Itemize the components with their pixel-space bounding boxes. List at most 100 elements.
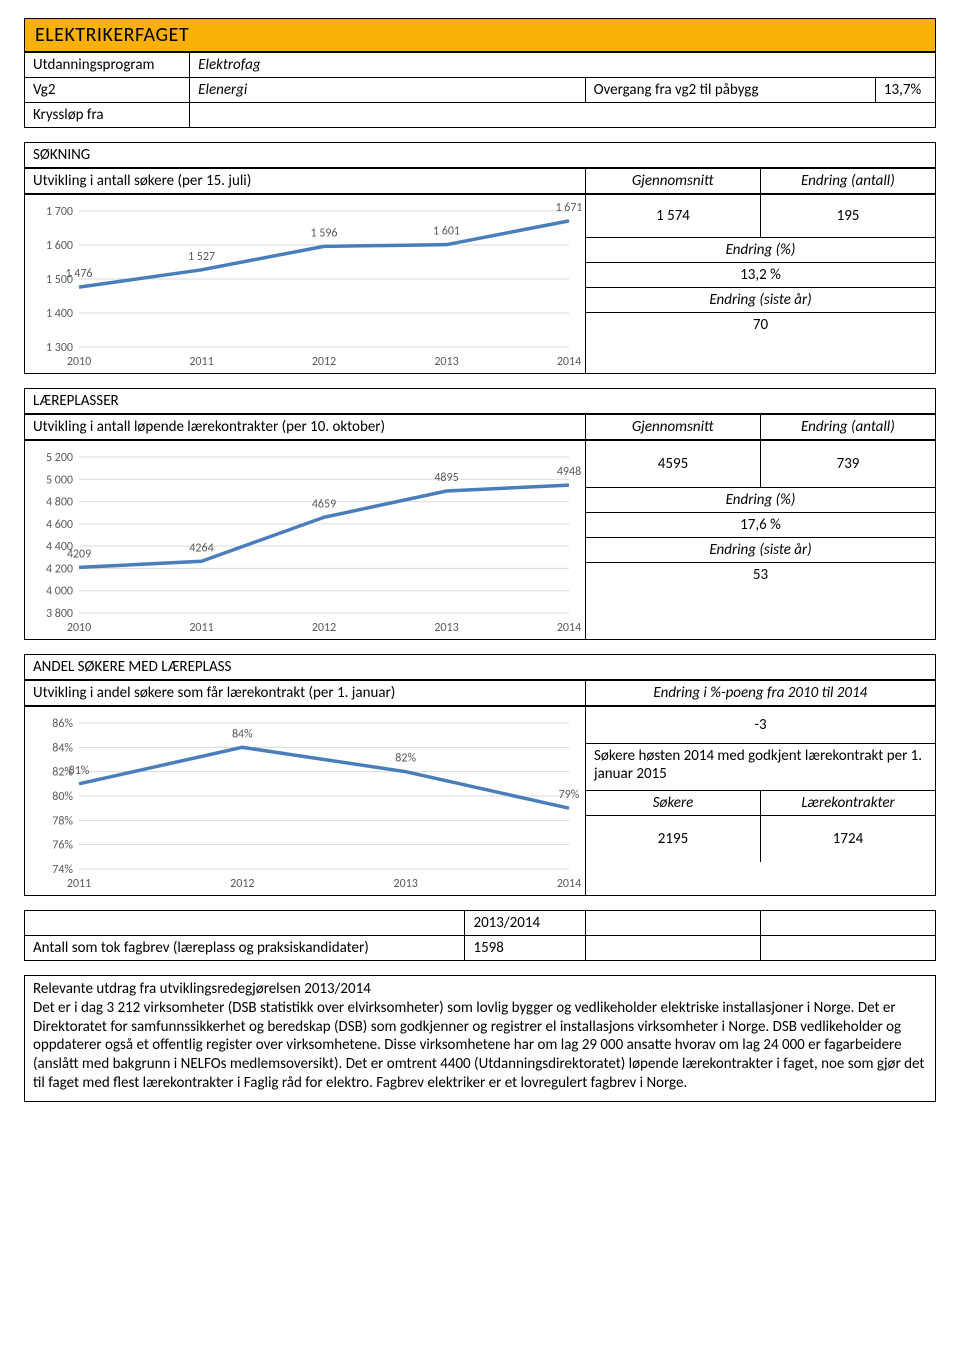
info-table: Utdanningsprogram Elektrofag Vg2 Elenerg… (24, 52, 936, 128)
svg-text:78%: 78% (52, 814, 73, 828)
andel-lk-label: Lærekontrakter (761, 791, 936, 816)
svg-text:81%: 81% (69, 764, 90, 778)
lareplasser-epct-val: 17,6 % (586, 512, 935, 537)
svg-text:1 476: 1 476 (65, 267, 92, 281)
utdrag-heading: Relevante utdrag fra utviklingsredegjøre… (33, 980, 927, 999)
svg-text:82%: 82% (395, 752, 416, 766)
lareplasser-chart-cell: 3 8004 0004 2004 4004 6004 8005 0005 200… (25, 441, 586, 640)
svg-text:2012: 2012 (312, 355, 336, 369)
sokning-gj-val: 1 574 (586, 195, 761, 237)
svg-text:4 600: 4 600 (46, 518, 73, 532)
lareplasser-esy-label: Endring (siste år) (586, 537, 935, 562)
svg-text:4659: 4659 (312, 497, 336, 511)
lareplasser-row: 3 8004 0004 2004 4004 6004 8005 0005 200… (24, 440, 936, 640)
lareplasser-gj-val: 4595 (586, 441, 761, 487)
svg-text:1 300: 1 300 (46, 341, 73, 355)
utdanningsprogram-label: Utdanningsprogram (25, 53, 190, 78)
fagbrev-label: Antall som tok fagbrev (læreplass og pra… (25, 936, 465, 961)
svg-text:84%: 84% (232, 727, 253, 741)
svg-text:1 400: 1 400 (46, 307, 73, 321)
lareplasser-esy-val: 53 (586, 562, 935, 587)
krysslop-value (190, 103, 936, 128)
svg-text:1 527: 1 527 (188, 250, 215, 264)
svg-text:2010: 2010 (67, 355, 91, 369)
svg-text:2013: 2013 (434, 621, 458, 635)
svg-text:4264: 4264 (189, 541, 213, 555)
svg-text:2014: 2014 (557, 355, 581, 369)
andel-sokere-label: Søkere (586, 791, 761, 816)
lareplasser-epct-label: Endring (%) (586, 487, 935, 512)
svg-text:2012: 2012 (312, 621, 336, 635)
andel-chart: 74% 76% 78% 80% 82% 84% 86% 2011 2012 2013 2014 81%… (29, 713, 581, 893)
svg-text:84%: 84% (52, 741, 73, 755)
svg-text:2014: 2014 (557, 621, 581, 635)
svg-text:2013: 2013 (394, 877, 418, 891)
sokning-gj-label: Gjennomsnitt (585, 169, 760, 194)
svg-text:4209: 4209 (67, 547, 91, 561)
andel-diff-val: -3 (586, 707, 935, 743)
andel-title: ANDEL SØKERE MED LÆREPLASS (24, 654, 936, 680)
andel-subtitle: Utvikling i andel søkere som får lærekon… (25, 681, 586, 706)
page-title-band: ELEKTRIKERFAGET (24, 18, 936, 52)
page-title: ELEKTRIKERFAGET (35, 23, 189, 47)
sokning-subtitle: Utvikling i antall søkere (per 15. juli) (25, 169, 586, 194)
svg-text:5 000: 5 000 (46, 473, 73, 487)
svg-text:1 700: 1 700 (46, 205, 73, 219)
svg-text:4948: 4948 (557, 465, 581, 479)
svg-text:2010: 2010 (67, 621, 91, 635)
vg2-label: Vg2 (25, 78, 190, 103)
utdanningsprogram-value: Elektrofag (190, 53, 936, 78)
svg-text:5 200: 5 200 (46, 451, 73, 465)
lareplasser-chart: 3 8004 0004 2004 4004 6004 8005 0005 200… (29, 447, 581, 637)
krysslop-label: Kryssløp fra (25, 103, 190, 128)
svg-text:2011: 2011 (67, 877, 91, 891)
lareplasser-ea-label: Endring (antall) (760, 415, 935, 440)
andel-sok-label: Søkere høsten 2014 med godkjent lærekont… (586, 743, 935, 791)
svg-text:2014: 2014 (557, 877, 581, 891)
sokning-epct-val: 13,2 % (586, 262, 935, 287)
svg-text:1 596: 1 596 (310, 226, 337, 240)
svg-text:1 600: 1 600 (46, 239, 73, 253)
svg-text:76%: 76% (52, 839, 73, 853)
sokning-epct-label: Endring (%) (586, 237, 935, 262)
sokning-ea-val: 195 (761, 195, 936, 237)
andel-subtitle-row: Utvikling i andel søkere som får lærekon… (24, 680, 936, 706)
sokning-subtitle-row: Utvikling i antall søkere (per 15. juli)… (24, 168, 936, 194)
vg2-value: Elenergi (190, 78, 585, 103)
svg-text:4895: 4895 (434, 471, 458, 485)
fagbrev-value: 1598 (465, 936, 585, 961)
svg-text:1 601: 1 601 (433, 225, 460, 239)
lareplasser-title: LÆREPLASSER (24, 388, 936, 414)
svg-text:2011: 2011 (189, 621, 213, 635)
svg-text:4 800: 4 800 (46, 496, 73, 510)
fagbrev-table: 2013/2014 Antall som tok fagbrev (lærepl… (24, 910, 936, 961)
sokning-ea-label: Endring (antall) (760, 169, 935, 194)
fagbrev-year: 2013/2014 (465, 911, 585, 936)
lareplasser-subtitle: Utvikling i antall løpende lærekontrakte… (25, 415, 586, 440)
svg-text:4 000: 4 000 (46, 585, 73, 599)
lareplasser-ea-val: 739 (761, 441, 936, 487)
lareplasser-subtitle-row: Utvikling i antall løpende lærekontrakte… (24, 414, 936, 440)
sokning-chart-cell: 1 3001 4001 5001 6001 700201020112012201… (25, 195, 586, 374)
sokning-row: 1 3001 4001 5001 6001 700201020112012201… (24, 194, 936, 374)
utdrag-body: Det er i dag 3 212 virksomheter (DSB sta… (33, 999, 924, 1092)
svg-text:80%: 80% (52, 790, 73, 804)
andel-right-header: Endring i %-poeng fra 2010 til 2014 (585, 681, 935, 706)
svg-text:2013: 2013 (434, 355, 458, 369)
andel-lk-val: 1724 (761, 816, 936, 862)
svg-text:2012: 2012 (230, 877, 254, 891)
svg-text:74%: 74% (52, 863, 73, 877)
svg-text:4 200: 4 200 (46, 562, 73, 576)
andel-chart-cell: 74% 76% 78% 80% 82% 84% 86% 2011 2012 2013 2014 81%… (25, 707, 586, 896)
andel-row: 74% 76% 78% 80% 82% 84% 86% 2011 2012 2013 2014 81%… (24, 706, 936, 896)
sokning-esy-label: Endring (siste år) (586, 287, 935, 312)
lareplasser-gj-label: Gjennomsnitt (585, 415, 760, 440)
sokning-esy-val: 70 (586, 312, 935, 337)
svg-text:86%: 86% (52, 717, 73, 731)
svg-text:79%: 79% (559, 788, 580, 802)
andel-sokere-val: 2195 (586, 816, 761, 862)
overgang-label: Overgang fra vg2 til påbygg (585, 78, 875, 103)
sokning-title: SØKNING (24, 142, 936, 168)
svg-text:3 800: 3 800 (46, 607, 73, 621)
svg-text:1 671: 1 671 (555, 201, 581, 215)
